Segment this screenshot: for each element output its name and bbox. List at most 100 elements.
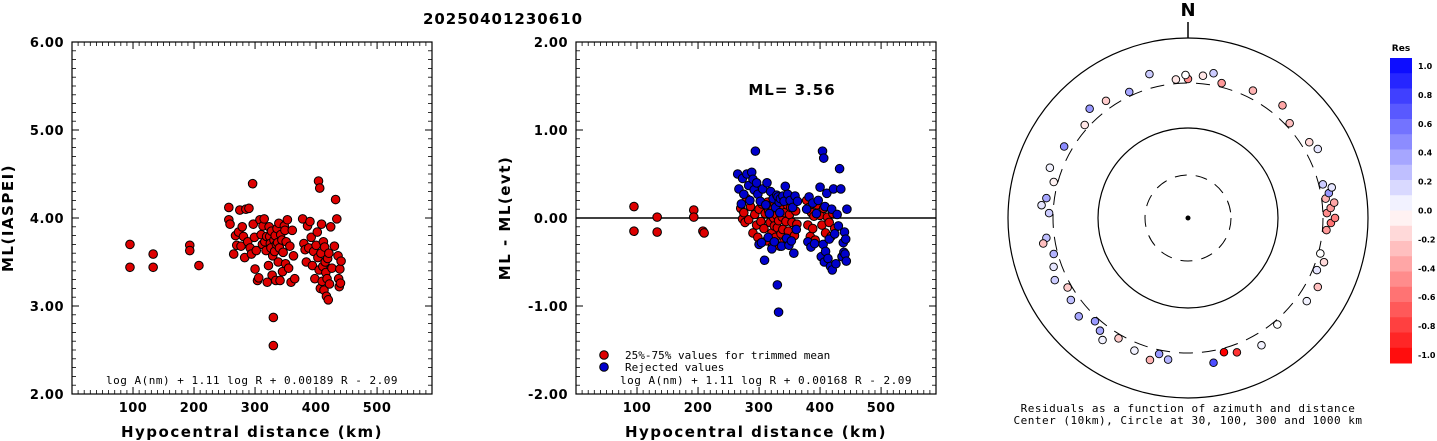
polar-caption-line1: Residuals as a function of azimuth and d… — [1021, 402, 1356, 415]
station-point — [1045, 163, 1055, 172]
data-point — [225, 219, 235, 229]
station-point — [1302, 296, 1312, 306]
colorbar-cell — [1390, 134, 1412, 150]
colorbar-tick-label: 0.4 — [1418, 149, 1433, 158]
station-point — [1130, 346, 1139, 355]
data-point — [250, 264, 260, 274]
data-point — [833, 221, 844, 231]
ring-30km — [1144, 174, 1232, 262]
data-point — [815, 182, 825, 192]
data-point — [283, 263, 294, 273]
ring-300km — [1052, 82, 1324, 354]
data-point — [792, 196, 803, 207]
data-point — [769, 236, 780, 247]
station-point — [1095, 326, 1105, 335]
data-point — [247, 178, 258, 189]
data-point — [335, 264, 345, 274]
station-point — [1209, 358, 1218, 368]
data-point — [288, 251, 299, 261]
colorbar-cell — [1390, 332, 1412, 349]
data-point — [329, 241, 340, 251]
data-point — [244, 203, 254, 214]
data-point — [789, 248, 799, 258]
data-point — [312, 227, 323, 237]
y-tick-label: 6.00 — [30, 36, 64, 51]
data-point — [780, 181, 791, 192]
colorbar-ticks: 1.0 0.8 0.6 0.4 0.2 0.0 -0.2 -0.4 -0.6 -0.8 -1.0 — [1418, 62, 1436, 360]
station-point — [1101, 96, 1111, 106]
data-point — [786, 236, 797, 246]
data-point — [323, 295, 334, 305]
data-point — [330, 194, 341, 205]
data-point — [811, 208, 822, 219]
north-label: N — [1180, 0, 1195, 21]
data-point — [813, 195, 824, 206]
station-point — [1171, 75, 1181, 84]
left-x-ticks: 100 200 300 400 500 — [77, 42, 427, 416]
colorbar-cell — [1390, 88, 1412, 105]
x-tick-label: 400 — [806, 401, 835, 416]
colorbar-cells — [1390, 58, 1412, 364]
colorbar-cell — [1390, 149, 1412, 166]
legend-trimmed-marker — [599, 350, 609, 360]
station-point — [1049, 177, 1058, 187]
middle-y-ticks: -2.00 -1.00 0.00 1.00 2.00 — [528, 36, 936, 403]
polar-caption-line2: Center (10km), Circle at 30, 100, 300 an… — [1013, 414, 1362, 427]
station-point — [1198, 71, 1208, 81]
station-point — [1181, 70, 1190, 80]
data-point — [125, 262, 135, 273]
y-tick-label: 5.00 — [30, 124, 64, 139]
data-point — [278, 247, 288, 258]
colorbar-cell — [1390, 103, 1412, 120]
y-tick-label: 0.00 — [534, 212, 568, 227]
y-tick-label: 4.00 — [30, 212, 64, 227]
colorbar-cell — [1390, 302, 1412, 318]
y-tick-label: 2.00 — [534, 36, 568, 51]
data-point — [306, 232, 316, 243]
data-point — [841, 256, 852, 266]
middle-x-axis-label: Hypocentral distance (km) — [625, 423, 887, 441]
station-point — [1090, 317, 1100, 326]
data-point — [738, 207, 749, 218]
data-point — [836, 184, 846, 194]
data-point — [282, 214, 293, 225]
data-point — [253, 273, 264, 283]
x-tick-label: 500 — [363, 401, 392, 416]
left-plot-frame — [71, 41, 433, 395]
data-point — [268, 312, 279, 323]
colorbar-cell — [1390, 317, 1412, 333]
station-point — [1125, 87, 1134, 97]
left-formula: log A(nm) + 1.11 log R + 0.00189 R - 2.0… — [106, 374, 398, 387]
colorbar-tick-label: -0.2 — [1418, 235, 1436, 244]
station-point — [1318, 180, 1328, 189]
data-point — [224, 202, 234, 213]
data-point — [307, 260, 318, 271]
polar-station-points — [1037, 68, 1340, 368]
data-point — [823, 253, 833, 264]
station-point — [1145, 69, 1154, 79]
y-tick-label: 1.00 — [534, 124, 568, 139]
colorbar-cell — [1390, 180, 1412, 196]
y-tick-label: -1.00 — [528, 300, 568, 315]
station-point — [1217, 78, 1226, 88]
y-tick-label: 3.00 — [30, 300, 64, 315]
station-point — [1322, 225, 1331, 235]
data-point — [289, 273, 300, 284]
data-point — [764, 208, 775, 219]
data-point — [773, 307, 784, 317]
colorbar-cell — [1390, 256, 1412, 272]
data-point — [759, 223, 769, 234]
x-tick-label: 100 — [623, 401, 652, 416]
station-point — [1312, 265, 1322, 275]
colorbar-cell — [1390, 225, 1412, 242]
colorbar-tick-label: 1.0 — [1418, 62, 1433, 71]
colorbar-cell — [1390, 73, 1412, 89]
data-point — [831, 258, 841, 269]
data-point — [756, 237, 767, 248]
data-point — [314, 183, 325, 193]
data-point — [236, 241, 246, 251]
x-tick-label: 300 — [745, 401, 774, 416]
station-point — [1049, 262, 1058, 272]
middle-scatter-points — [629, 146, 852, 317]
x-tick-label: 300 — [241, 401, 270, 416]
